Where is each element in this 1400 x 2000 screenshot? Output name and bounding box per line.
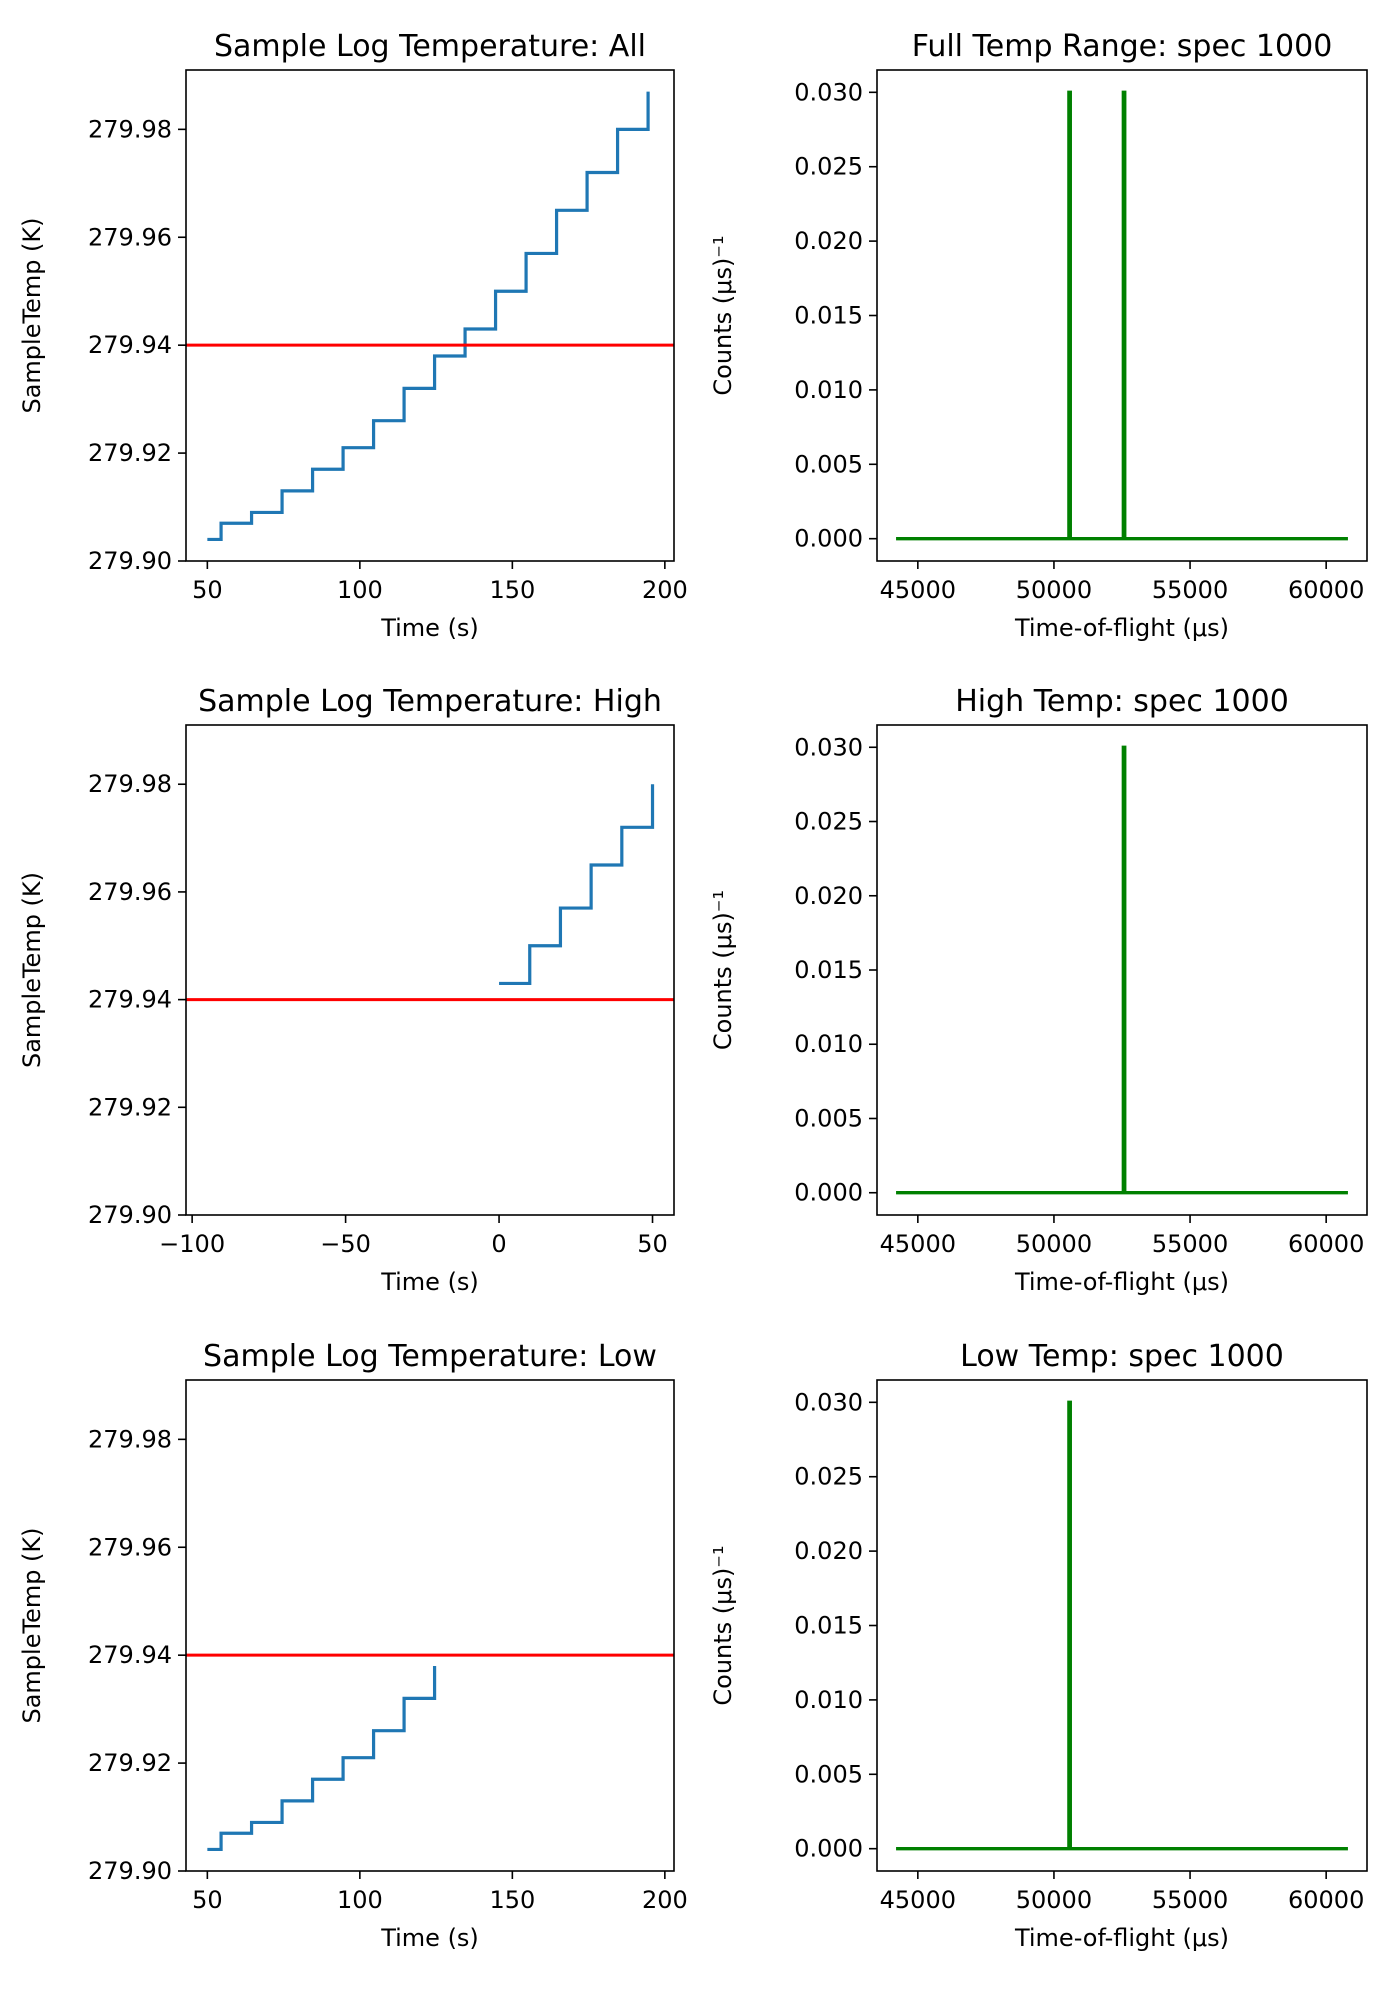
panel-spec-high: High Temp: spec 1000 45000 50000 55000 60000… (709, 684, 1368, 1296)
y-tick-label: 0.030 (794, 733, 863, 761)
y-tick-label: 0.015 (794, 302, 863, 330)
x-tick-label: 50 (192, 576, 223, 604)
temperature-series-line (499, 784, 655, 986)
y-tick-label: 279.90 (88, 547, 172, 575)
y-tick-label: 279.92 (88, 1093, 172, 1121)
y-tick-label: 0.010 (794, 1030, 863, 1058)
x-tick-label: 200 (642, 576, 688, 604)
y-axis-label: SampleTemp (K) (18, 872, 46, 1068)
y-tick-label: 279.94 (88, 331, 172, 359)
y-tick-label: 0.015 (794, 956, 863, 984)
y-tick-label: 279.98 (88, 1425, 172, 1453)
x-tick-label: 45000 (880, 1230, 956, 1258)
y-tick-label: 279.98 (88, 115, 172, 143)
x-tick-label: 100 (337, 576, 383, 604)
y-tick-label: 0.020 (794, 1537, 863, 1565)
chart-title: Full Temp Range: spec 1000 (912, 29, 1333, 64)
chart-title: Sample Log Temperature: All (214, 29, 646, 64)
x-tick-label: −50 (320, 1230, 371, 1258)
spectrum-series-line (896, 1400, 1348, 1851)
x-tick-label: 55000 (1152, 1886, 1228, 1914)
chart-title: Sample Log Temperature: Low (203, 1339, 657, 1374)
x-axis-label: Time-of-flight (μs) (1014, 614, 1229, 642)
x-tick-label: 100 (337, 1886, 383, 1914)
x-tick-label: 60000 (1288, 1886, 1364, 1914)
x-tick-label: 45000 (880, 1886, 956, 1914)
y-tick-label: 279.94 (88, 986, 172, 1014)
y-axis-label: Counts (μs)⁻¹ (709, 890, 737, 1050)
panel-log-all: Sample Log Temperature: All 50 100 150 200 27… (18, 29, 688, 642)
x-tick-label: 50000 (1016, 1230, 1092, 1258)
y-tick-label: 0.000 (794, 1835, 863, 1863)
y-axis-label: Counts (μs)⁻¹ (709, 235, 737, 395)
y-axis-label: SampleTemp (K) (18, 1527, 46, 1723)
panel-spec-all: Full Temp Range: spec 1000 45000 50000 5500… (709, 29, 1368, 642)
y-tick-label: 0.020 (794, 227, 863, 255)
y-tick-label: 279.94 (88, 1641, 172, 1669)
y-tick-label: 279.96 (88, 878, 172, 906)
x-tick-label: 50000 (1016, 576, 1092, 604)
spectrum-series-line (896, 745, 1348, 1195)
x-tick-label: 50000 (1016, 1886, 1092, 1914)
y-tick-label: 279.96 (88, 223, 172, 251)
y-tick-label: 0.000 (794, 525, 863, 553)
spectrum-series-line (896, 90, 1348, 541)
chart-title: Sample Log Temperature: High (198, 684, 662, 719)
x-tick-label: −100 (159, 1230, 225, 1258)
plot-frame (185, 69, 675, 562)
y-tick-label: 0.015 (794, 1612, 863, 1640)
y-tick-label: 279.90 (88, 1857, 172, 1885)
y-tick-label: 0.005 (794, 450, 863, 478)
chart-title: Low Temp: spec 1000 (960, 1339, 1284, 1374)
y-tick-label: 0.020 (794, 882, 863, 910)
plot-frame (185, 1379, 675, 1872)
temperature-series-line (207, 1665, 437, 1852)
x-tick-label: 150 (489, 1886, 535, 1914)
x-tick-label: 200 (642, 1886, 688, 1914)
x-tick-label: 55000 (1152, 1230, 1228, 1258)
y-tick-label: 0.025 (794, 153, 863, 181)
chart-title: High Temp: spec 1000 (955, 684, 1289, 719)
y-tick-label: 0.005 (794, 1104, 863, 1132)
x-tick-label: 0 (491, 1230, 506, 1258)
y-tick-label: 0.025 (794, 1463, 863, 1491)
y-tick-label: 0.025 (794, 808, 863, 836)
x-tick-label: 60000 (1288, 576, 1364, 604)
y-tick-label: 0.000 (794, 1179, 863, 1207)
panel-log-high: Sample Log Temperature: High −100 −50 0 50 27… (18, 684, 675, 1296)
x-tick-label: 50 (637, 1230, 668, 1258)
x-tick-label: 50 (192, 1886, 223, 1914)
y-tick-label: 279.92 (88, 439, 172, 467)
y-tick-label: 0.010 (794, 1686, 863, 1714)
x-axis-label: Time (s) (380, 1268, 479, 1296)
x-axis-label: Time (s) (380, 1924, 479, 1952)
y-tick-label: 279.90 (88, 1201, 172, 1229)
x-axis-label: Time (s) (380, 614, 479, 642)
y-tick-label: 0.030 (794, 1388, 863, 1416)
plot-frame (185, 724, 675, 1216)
y-tick-label: 0.030 (794, 78, 863, 106)
y-axis-label: Counts (μs)⁻¹ (709, 1545, 737, 1705)
y-axis-label: SampleTemp (K) (18, 217, 46, 413)
y-tick-label: 279.98 (88, 770, 172, 798)
x-tick-label: 60000 (1288, 1230, 1364, 1258)
panel-log-low: Sample Log Temperature: Low 50 100 150 200 27… (18, 1339, 688, 1952)
x-tick-label: 45000 (880, 576, 956, 604)
temperature-series-line (207, 91, 650, 542)
y-tick-label: 0.010 (794, 376, 863, 404)
panel-spec-low: Low Temp: spec 1000 45000 50000 55000 60000 0… (709, 1339, 1368, 1952)
y-tick-label: 279.92 (88, 1749, 172, 1777)
x-axis-label: Time-of-flight (μs) (1014, 1924, 1229, 1952)
y-tick-label: 0.005 (794, 1760, 863, 1788)
x-tick-label: 55000 (1152, 576, 1228, 604)
x-tick-label: 150 (489, 576, 535, 604)
y-tick-label: 279.96 (88, 1533, 172, 1561)
x-axis-label: Time-of-flight (μs) (1014, 1268, 1229, 1296)
